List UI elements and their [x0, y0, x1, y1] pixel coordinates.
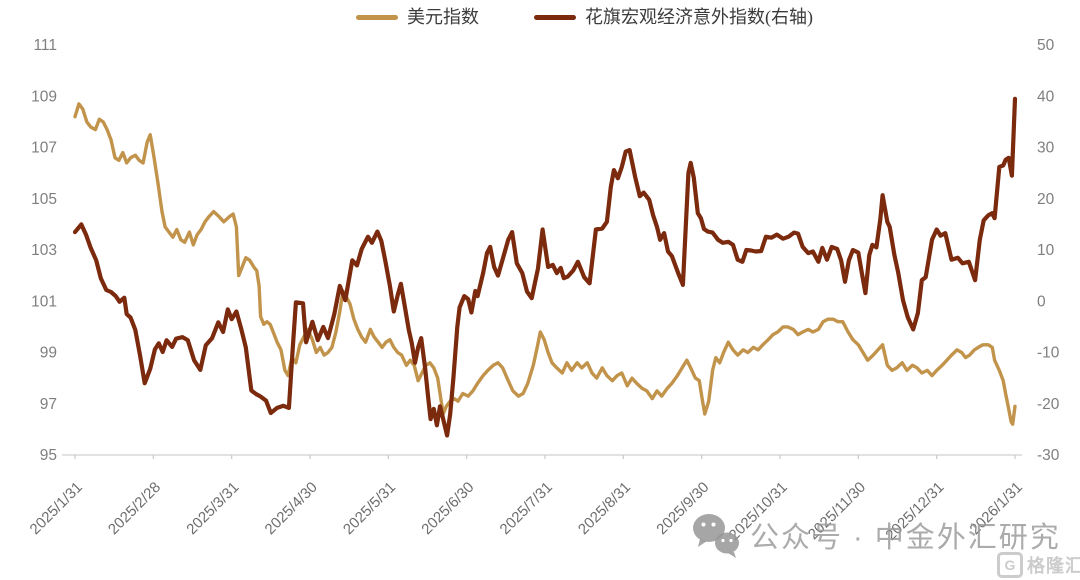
y-tick-label-right: 50: [1037, 37, 1055, 54]
x-tick-label: 2025/8/31: [575, 479, 634, 538]
x-tick-label: 2025/7/31: [497, 479, 556, 538]
x-tick-label: 2025/9/30: [653, 479, 712, 538]
y-tick-label-left: 107: [31, 140, 57, 157]
y-tick-label-right: -10: [1037, 345, 1060, 362]
dollar-index-line: [73, 102, 1017, 426]
y-tick-label-left: 95: [40, 447, 57, 464]
citi-surprise-index-line: [72, 96, 1018, 438]
x-tick-label: 2025/12/31: [882, 479, 947, 544]
y-tick-label-left: 101: [31, 293, 57, 310]
legend-item-dollar-index: 美元指数: [356, 8, 479, 26]
x-tick-label: 2025/10/31: [726, 479, 791, 544]
x-tick-label: 2025/5/31: [340, 479, 399, 538]
legend-label-dollar-index: 美元指数: [407, 7, 479, 27]
x-tick-label: 2025/2/28: [105, 479, 164, 538]
y-tick-label-right: -30: [1037, 447, 1060, 464]
x-tick-label: 2025/4/30: [262, 479, 321, 538]
chart-legend: 美元指数 花旗宏观经济意外指数(右轴): [356, 8, 813, 26]
y-tick-label-right: 20: [1037, 191, 1055, 208]
gelonghui-icon: G: [997, 552, 1023, 578]
legend-swatch-dollar-index: [356, 14, 398, 20]
brand-logo-text: 格隆汇: [1027, 556, 1080, 576]
x-tick-label: 2025/1/31: [27, 479, 86, 538]
y-tick-label-left: 103: [31, 242, 57, 259]
legend-swatch-citi-surprise-index: [534, 14, 576, 20]
y-tick-label-left: 111: [33, 37, 57, 54]
y-tick-label-left: 99: [40, 345, 57, 362]
legend-item-citi-surprise-index: 花旗宏观经济意外指数(右轴): [534, 8, 813, 26]
y-tick-label-right: 10: [1037, 242, 1055, 259]
x-tick-label: 2025/3/31: [183, 479, 242, 538]
x-tick-label: 2025/11/30: [805, 479, 869, 543]
y-tick-label-right: 40: [1037, 88, 1055, 105]
y-tick-label-left: 109: [31, 88, 57, 105]
y-tick-label-right: -20: [1037, 396, 1060, 413]
x-tick-label: 2025/6/30: [418, 479, 477, 538]
y-tick-label-right: 0: [1037, 293, 1046, 310]
x-tick-label: 2026/1/31: [967, 479, 1026, 538]
legend-label-citi-surprise-index: 花旗宏观经济意外指数(右轴): [585, 7, 813, 27]
y-tick-label-right: 30: [1037, 140, 1055, 157]
y-tick-label-left: 97: [40, 396, 57, 413]
y-tick-label-left: 105: [31, 191, 57, 208]
brand-logo: G 格隆汇: [997, 552, 1080, 578]
